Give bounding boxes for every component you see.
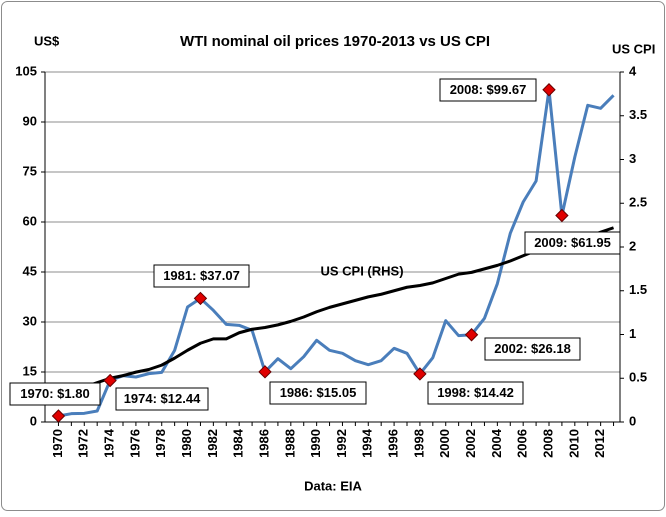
annotation: 1974: $12.44 [124,391,201,406]
y-tick-label: 15 [23,363,37,378]
y-tick-label: 75 [23,163,37,178]
annotation-box [269,381,367,405]
annotation-box [9,382,101,406]
y-tick-label: 30 [23,313,37,328]
annotation: 1981: $37.07 [163,268,240,283]
x-axis-label: Data: EIA [304,478,362,493]
annotation: 2009: $61.95 [534,235,611,250]
x-tick-label: 1988 [282,429,297,458]
x-tick-label: 1972 [76,429,91,458]
y2-tick-label: 2 [629,238,636,253]
y-tick-label: 60 [23,213,37,228]
x-tick-label: 1970 [50,429,65,458]
x-tick-label: 1976 [127,429,142,458]
series-line [58,88,615,418]
x-tick-label: 1980 [179,429,194,458]
y-tick-label: 45 [23,263,37,278]
point-marker [103,373,117,388]
x-tick-label: 2002 [463,429,478,458]
x-tick-label: 2008 [540,429,555,458]
point-marker [542,83,556,97]
x-tick-label: 1994 [360,428,375,458]
x-tick-label: 1986 [256,429,271,458]
annotation: 1970: $1.80 [20,386,89,401]
x-tick-label: 1992 [334,429,349,458]
annotation: 1998: $14.42 [437,385,514,400]
y-tick-label: 105 [15,63,37,78]
x-tick-label: 2004 [489,428,504,458]
x-tick-label: 1982 [205,429,220,458]
x-tick-label: 1974 [102,428,117,458]
x-tick-label: 1990 [308,429,323,458]
x-tick-label: 2010 [566,429,581,458]
x-tick-label: 2006 [515,429,530,458]
y2-axis-label: US CPI [612,41,655,56]
x-tick-label: 1998 [411,429,426,458]
x-tick-label: 1996 [386,429,401,458]
y2-tick-label: 3.5 [629,107,647,122]
x-tick-label: 1978 [153,429,168,458]
annotation-box [524,231,621,255]
y2-tick-label: 3 [629,151,636,166]
y2-tick-label: 0 [629,413,636,428]
y-tick-label: 0 [30,413,37,428]
x-tick-label: 2000 [437,429,452,458]
annotation-box [115,387,209,411]
x-tick-label: 2012 [592,429,607,458]
y2-tick-label: 2.5 [629,195,647,210]
y-axis-label: US$ [34,33,60,48]
y2-tick-label: 4 [629,63,637,78]
y2-tick-label: 1 [629,326,636,341]
y2-tick-label: 1.5 [629,282,647,297]
point-marker [51,409,66,423]
x-tick-label: 1984 [231,428,246,458]
annotation: 2002: $26.18 [494,341,571,356]
point-marker [555,208,569,223]
annotation: 2008: $99.67 [450,82,527,97]
point-marker [464,328,479,342]
annotation-box [153,264,250,288]
y-tick-label: 90 [23,113,37,128]
annotation-box [484,337,581,361]
y2-tick-label: 0.5 [629,370,647,385]
series-line [83,226,615,389]
point-marker [413,367,427,381]
annotation-box [439,78,537,102]
series-label: US CPI (RHS) [320,263,403,278]
point-marker [193,291,208,306]
point-marker [258,365,272,379]
annotation: 1986: $15.05 [280,385,357,400]
annotation-box [427,381,524,405]
chart-title: WTI nominal oil prices 1970-2013 vs US C… [180,33,490,50]
